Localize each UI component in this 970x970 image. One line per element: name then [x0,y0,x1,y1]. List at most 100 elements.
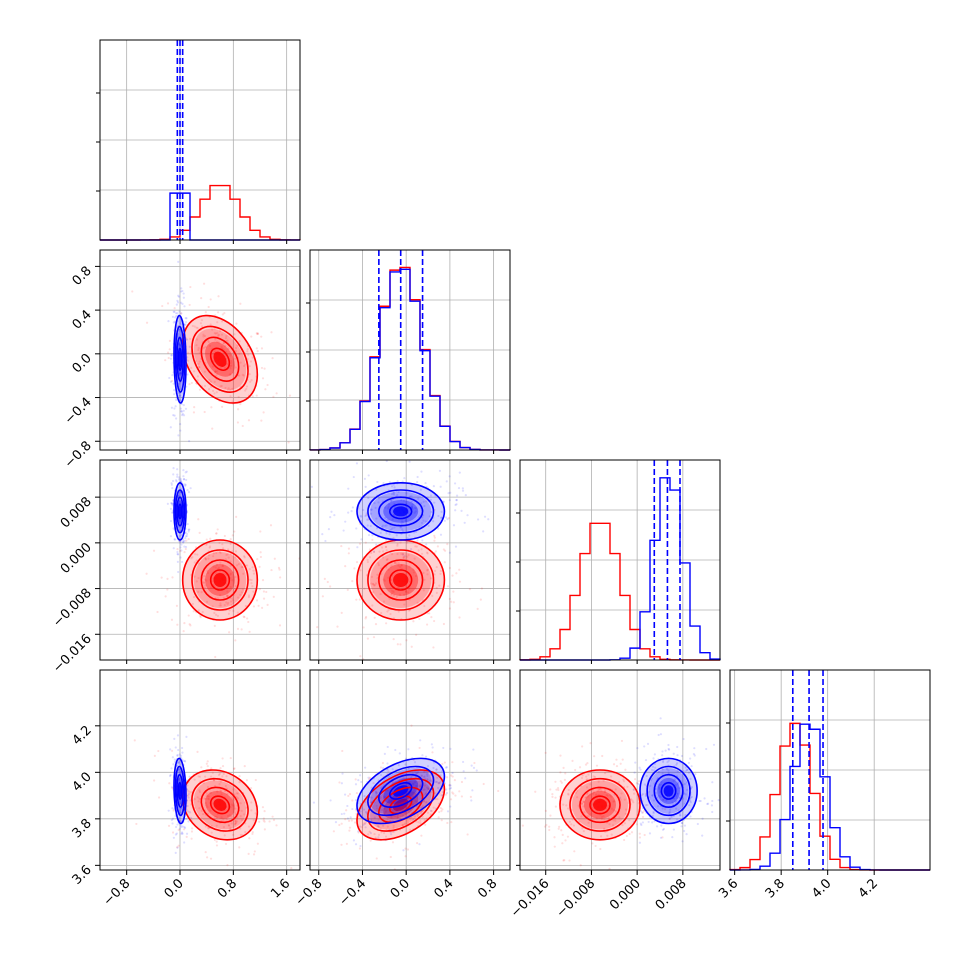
contour-line [378,559,424,601]
scatter-point [376,573,379,576]
scatter-point [384,810,387,814]
scatter-point [271,357,274,360]
scatter-point [688,804,691,807]
scatter-point [438,810,441,814]
scatter-point [422,500,425,503]
scatter-point [398,752,401,755]
x-tick-label: 0.000 [607,876,644,913]
contour-panel-2-0 [173,482,259,621]
scatter-point [596,789,599,792]
scatter-point [210,586,213,589]
x-tick-label: −0.008 [554,876,599,921]
panel-frame [519,669,721,871]
scatter-point [703,797,706,800]
scatter-point [224,784,227,788]
scatter-point [229,585,232,589]
scatter-point [555,788,558,791]
scatter-point [145,572,148,575]
scatter-point [585,796,588,799]
scatter-point [217,341,220,344]
contour-line [209,347,231,372]
scatter-point [212,555,215,558]
scatter-point [225,335,228,338]
scatter-point [173,737,176,740]
scatter-point [657,733,660,737]
scatter-point [435,586,438,590]
scatter-point [379,531,382,534]
scatter-point [461,487,464,490]
contour-panel-1-0 [173,314,259,404]
scatter-point [445,788,448,791]
scatter-point [234,639,237,642]
scatter-point [236,408,240,411]
scatter-point [381,524,385,527]
scatter-point [390,799,394,802]
scatter-point [382,482,385,485]
scatter-point [219,780,222,783]
scatter-point [435,565,438,569]
scatter-point [227,824,231,827]
scatter-point [135,822,138,826]
scatter-point [226,553,229,556]
scatter-point [215,551,218,555]
scatter-point [394,748,397,752]
scatter-point [180,560,184,564]
scatter-point [236,792,240,795]
scatter-point [607,804,610,807]
scatter-point [561,842,564,845]
scatter-point [347,819,351,822]
scatter-point [384,545,388,549]
scatter-point [170,354,173,357]
scatter-point [372,583,375,586]
scatter-point [381,556,385,559]
scatter-point [388,503,391,506]
scatter-point [565,804,568,807]
scatter-point [167,351,170,354]
scatter-point [554,805,557,808]
scatter-point [213,624,216,627]
scatter-point [414,800,417,803]
scatter-point [424,801,428,804]
scatter-point [326,580,329,584]
scatter-point [405,541,408,544]
scatter-point [287,441,290,444]
scatter-point [168,348,171,351]
scatter-point [446,543,449,546]
scatter-point [681,840,684,843]
scatter-point [443,519,447,522]
scatter-point [373,583,376,587]
scatter-point [254,778,257,782]
scatter-point [419,739,422,742]
scatter-point [699,799,702,803]
scatter-point [170,483,173,486]
scatter-point [391,819,394,822]
contour-line [639,757,698,825]
scatter-point [396,814,399,817]
scatter-point [392,590,395,593]
scatter-point [234,822,237,825]
scatter-point [660,824,663,827]
scatter-point [189,285,192,289]
scatter-point [674,800,677,803]
scatter-point [639,822,642,825]
scatter-point [419,819,422,822]
scatter-point [233,767,236,770]
scatter-point [203,797,206,800]
scatter-point [185,470,188,473]
scatter-point [182,539,185,542]
scatter-point [410,500,413,503]
scatter-point [434,550,437,553]
scatter-point [386,745,389,749]
scatter-point [651,765,655,768]
scatter-point [574,791,578,794]
scatter-point [416,475,419,479]
scatter-point [174,746,177,749]
scatter-point [594,798,597,801]
scatter-point [643,745,646,748]
scatter-point [668,812,671,815]
scatter-point [416,601,419,604]
scatter-point [187,794,190,797]
scatter-point [219,766,222,770]
scatter-point [370,575,374,578]
scatter-point [244,389,247,392]
